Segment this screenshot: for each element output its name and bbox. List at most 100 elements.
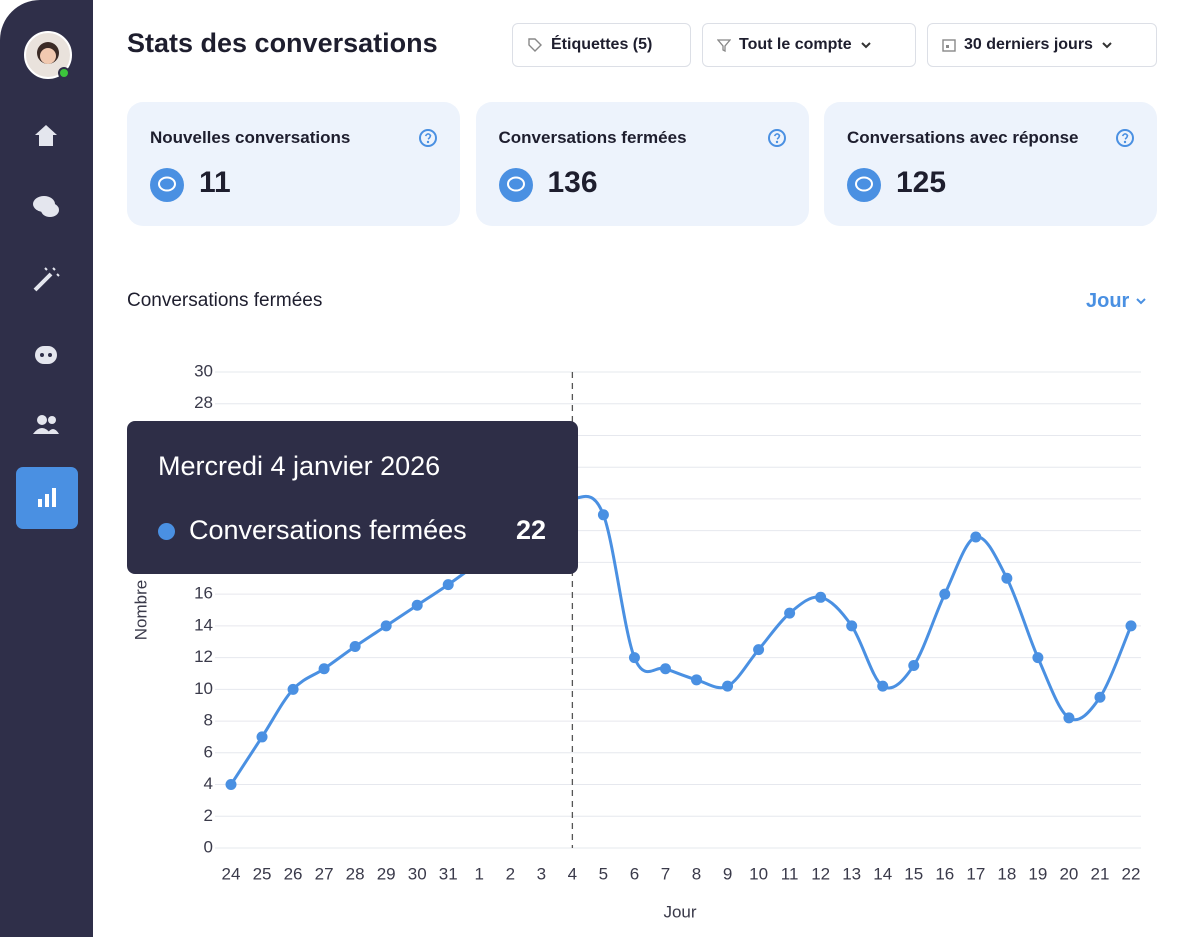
data-point — [225, 779, 237, 791]
data-point — [939, 588, 951, 600]
x-tick-label: 22 — [1122, 864, 1141, 883]
tooltip-swatch — [158, 523, 175, 540]
x-tick-label: 10 — [749, 864, 768, 883]
x-tick-label: 21 — [1091, 864, 1110, 883]
data-point — [846, 620, 858, 632]
data-point — [349, 640, 361, 652]
chat-badge — [498, 168, 533, 202]
chat-badge — [150, 168, 184, 202]
x-tick-label: 6 — [630, 864, 639, 883]
help-icon[interactable] — [418, 128, 438, 148]
data-point — [659, 663, 671, 675]
x-tick-label: 9 — [723, 864, 732, 883]
account-filter[interactable]: Tout le compte — [702, 23, 916, 67]
data-point — [691, 674, 703, 686]
data-point — [1063, 712, 1075, 724]
x-tick-label: 16 — [935, 864, 954, 883]
y-tick-label: 12 — [194, 647, 213, 666]
data-point — [628, 652, 640, 664]
data-point — [442, 579, 454, 591]
magic-icon[interactable] — [31, 264, 61, 294]
x-tick-label: 30 — [408, 864, 427, 883]
card-value: 136 — [547, 166, 598, 199]
tooltip-series: Conversations fermées — [189, 515, 467, 545]
stat-card: Conversations fermées 136 — [475, 102, 809, 226]
data-point — [256, 731, 268, 743]
y-tick-label: 16 — [194, 584, 213, 603]
tags-filter[interactable]: Étiquettes (5) — [512, 23, 691, 67]
x-tick-label: 20 — [1059, 864, 1078, 883]
chat-icon[interactable] — [31, 192, 61, 222]
card-value: 11 — [199, 166, 231, 199]
card-title: Nouvelles conversations — [150, 128, 351, 147]
x-tick-label: 29 — [377, 864, 396, 883]
x-tick-label: 3 — [537, 864, 546, 883]
stats-icon[interactable] — [16, 467, 78, 529]
x-tick-label: 19 — [1028, 864, 1047, 883]
data-point — [1032, 652, 1044, 664]
help-icon[interactable] — [767, 128, 787, 148]
data-point — [815, 591, 827, 603]
tooltip: Mercredi 4 janvier 2026 Conversations fe… — [127, 421, 578, 574]
data-point — [784, 607, 796, 619]
y-tick-label: 2 — [204, 806, 213, 825]
x-tick-label: 12 — [811, 864, 830, 883]
y-tick-label: 30 — [194, 361, 213, 380]
data-point — [287, 683, 299, 695]
y-tick-label: 4 — [204, 774, 213, 793]
period-select[interactable]: Jour — [1086, 290, 1147, 313]
bot-icon[interactable] — [31, 338, 61, 368]
x-tick-label: 1 — [475, 864, 484, 883]
tooltip-value: 22 — [516, 515, 547, 545]
y-tick-label: 6 — [204, 742, 213, 761]
data-point — [1094, 691, 1106, 703]
x-tick-label: 26 — [284, 864, 303, 883]
tooltip-title: Mercredi 4 janvier 2026 — [158, 451, 441, 481]
data-point — [411, 599, 423, 611]
x-tick-label: 11 — [781, 864, 799, 883]
team-icon[interactable] — [31, 410, 61, 440]
x-tick-label: 25 — [253, 864, 272, 883]
stat-card: Conversations avec réponse 125 — [824, 102, 1157, 226]
data-point — [877, 680, 889, 692]
x-tick-label: 18 — [997, 864, 1016, 883]
data-point — [722, 680, 734, 692]
home-icon[interactable] — [31, 120, 61, 150]
x-tick-label: 4 — [568, 864, 577, 883]
filter-label: 30 derniers jours — [964, 36, 1093, 53]
y-axis-label: Nombre — [131, 580, 150, 640]
data-point — [1125, 620, 1137, 632]
card-title: Conversations avec réponse — [847, 128, 1079, 147]
data-point — [318, 663, 330, 675]
y-tick-label: 28 — [194, 393, 213, 412]
filter-label: Étiquettes (5) — [551, 36, 653, 53]
x-tick-label: 24 — [222, 864, 241, 883]
data-point — [1001, 572, 1013, 584]
filter-label: Tout le compte — [739, 36, 852, 53]
avatar[interactable] — [24, 31, 72, 79]
x-tick-label: 17 — [966, 864, 985, 883]
data-point — [380, 620, 392, 632]
x-tick-label: 31 — [439, 864, 458, 883]
x-tick-label: 27 — [315, 864, 334, 883]
page-title: Stats des conversations — [127, 28, 438, 58]
x-axis-label: Jour — [663, 902, 696, 921]
x-tick-label: 28 — [346, 864, 365, 883]
x-tick-label: 5 — [599, 864, 608, 883]
help-icon[interactable] — [1115, 128, 1135, 148]
data-point — [753, 644, 765, 656]
x-tick-label: 15 — [904, 864, 923, 883]
sidebar — [0, 0, 93, 937]
data-point — [970, 531, 982, 543]
date-filter[interactable]: 30 derniers jours — [927, 23, 1157, 67]
stat-card: Nouvelles conversations 11 — [127, 102, 460, 226]
x-tick-label: 7 — [661, 864, 670, 883]
card-title: Conversations fermées — [498, 128, 687, 147]
period-label: Jour — [1086, 290, 1130, 312]
x-tick-label: 8 — [692, 864, 701, 883]
data-point — [597, 509, 609, 521]
y-tick-label: 8 — [204, 711, 213, 730]
chat-badge — [847, 168, 881, 202]
y-tick-label: 10 — [194, 679, 213, 698]
